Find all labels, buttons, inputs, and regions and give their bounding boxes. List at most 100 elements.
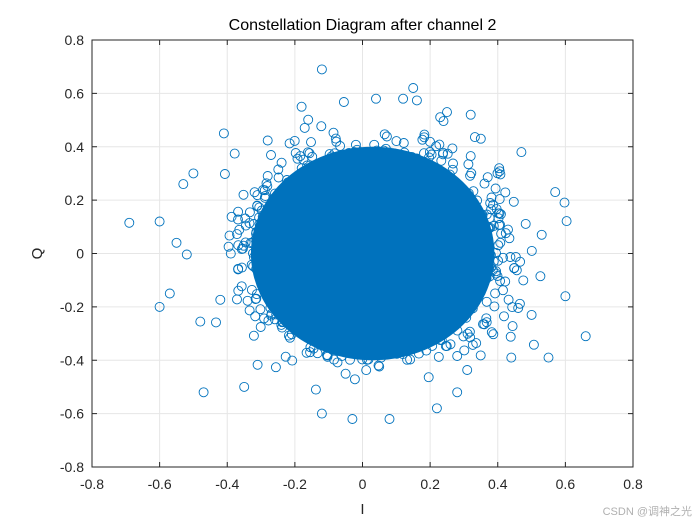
scatter-point <box>270 362 281 373</box>
scatter-point <box>303 114 314 125</box>
scatter-point <box>490 183 501 194</box>
scatter-point <box>488 329 499 340</box>
scatter-point <box>463 159 474 170</box>
scatter-point <box>328 127 339 138</box>
scatter-point <box>482 172 493 183</box>
scatter-point <box>495 276 506 286</box>
scatter-point <box>481 296 492 307</box>
scatter-point <box>233 285 244 296</box>
scatter-points <box>124 64 591 424</box>
scatter-point <box>273 164 284 175</box>
scatter-point <box>379 129 390 140</box>
scatter-point <box>211 317 221 328</box>
scatter-point <box>249 187 260 198</box>
scatter-point <box>494 208 505 219</box>
scatter-point <box>285 332 295 343</box>
scatter-point <box>452 351 463 361</box>
scatter-point <box>215 294 226 305</box>
scatter-point <box>459 345 470 356</box>
scatter-point <box>423 372 434 383</box>
scatter-point <box>304 148 315 159</box>
scatter-point <box>419 129 430 140</box>
scatter-point <box>475 350 486 361</box>
scatter-point <box>232 229 242 240</box>
scatter-point <box>426 149 437 160</box>
scatter-point <box>233 240 244 251</box>
scatter-point <box>349 374 360 385</box>
scatter-point <box>435 112 446 123</box>
scatter-point <box>223 241 234 252</box>
scatter-point <box>240 237 251 248</box>
scatter-point <box>466 168 477 179</box>
scatter-point <box>509 262 520 273</box>
scatter-point <box>486 192 497 203</box>
scatter-point <box>486 327 497 338</box>
scatter-point <box>295 151 306 162</box>
scatter-point <box>464 326 475 337</box>
scatter-point <box>233 263 244 274</box>
scatter-point <box>284 138 295 149</box>
scatter-point <box>471 338 482 349</box>
scatter-point <box>514 298 525 309</box>
scatter-point <box>505 331 516 342</box>
scatter-point <box>559 197 570 208</box>
scatter-point <box>244 305 255 316</box>
scatter-point <box>417 134 428 145</box>
scatter-point <box>262 171 273 181</box>
scatter-point <box>262 135 273 146</box>
scatter-point <box>305 347 316 358</box>
scatter-point <box>494 194 505 205</box>
scatter-point <box>252 190 263 201</box>
scatter-point <box>238 189 249 200</box>
scatter-point <box>479 319 490 330</box>
scatter-point <box>252 201 263 212</box>
scatter-point <box>424 147 435 157</box>
scatter-point <box>508 196 519 207</box>
scatter-point <box>411 95 422 106</box>
scatter-point <box>445 339 456 350</box>
scatter-point <box>226 211 237 222</box>
scatter-point <box>250 294 261 304</box>
scatter-point <box>330 133 341 144</box>
scatter-point <box>310 384 321 395</box>
scatter-point <box>526 245 537 256</box>
scatter-point <box>436 155 447 166</box>
scatter-point <box>338 97 349 107</box>
scatter-point <box>493 240 504 251</box>
scatter-point <box>316 121 327 132</box>
scatter-point <box>306 137 316 148</box>
scatter-point <box>276 157 287 168</box>
scatter-point <box>498 285 508 296</box>
scatter-point <box>340 368 351 379</box>
scatter-point <box>229 148 240 159</box>
scatter-point <box>438 116 449 127</box>
scatter-point <box>481 317 492 328</box>
scatter-point <box>361 365 372 376</box>
scatter-point <box>486 204 497 215</box>
scatter-point <box>225 248 236 259</box>
scatter-point <box>561 216 572 227</box>
scatter-point <box>280 351 291 362</box>
scatter-point <box>433 351 444 362</box>
scatter-point <box>331 136 342 147</box>
scatter-point <box>195 316 206 327</box>
scatter-point <box>232 294 242 305</box>
scatter-point <box>498 252 508 263</box>
scatter-point <box>219 169 230 179</box>
scatter-point <box>494 163 505 174</box>
scatter-point <box>504 233 515 244</box>
scatter-point <box>528 339 539 350</box>
scatter-point <box>499 311 509 322</box>
scatter-point <box>515 256 526 267</box>
scatter-point <box>292 153 303 164</box>
scatter-point <box>465 151 476 162</box>
scatter-point <box>248 330 259 341</box>
scatter-point <box>458 331 469 342</box>
scatter-point <box>465 170 476 181</box>
scatter-point <box>489 301 500 312</box>
scatter-point <box>495 237 506 248</box>
scatter-point <box>242 295 253 306</box>
scatter-point <box>494 166 505 177</box>
scatter-point <box>495 209 506 220</box>
